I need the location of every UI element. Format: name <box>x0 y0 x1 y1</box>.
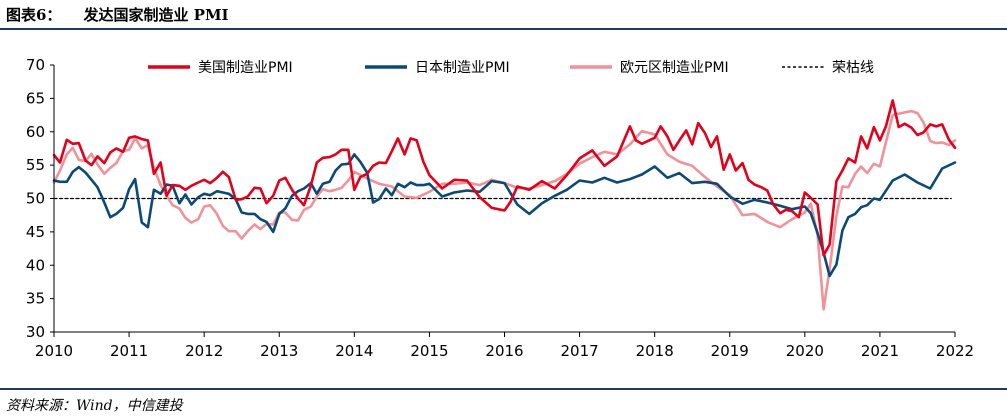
x-tick-label: 2014 <box>335 342 373 360</box>
x-tick-label: 2013 <box>260 342 298 360</box>
chart-legend: 美国制造业PMI 日本制造业PMI 欧元区制造业PMI 荣枯线 <box>148 60 874 76</box>
y-tick-label: 35 <box>26 290 45 308</box>
x-tick-label: 2015 <box>410 342 448 360</box>
figure-title-text: 发达国家制造业 PMI <box>83 6 229 24</box>
x-tick-label: 2018 <box>636 342 674 360</box>
figure-title: 图表6： 发达国家制造业 PMI <box>6 4 229 25</box>
legend-label-0: 美国制造业PMI <box>198 60 293 76</box>
x-tick-label: 2020 <box>786 342 824 360</box>
series-line-2 <box>52 109 957 311</box>
y-tick-label: 55 <box>26 156 45 174</box>
x-tick-label: 2012 <box>185 342 223 360</box>
y-tick-label: 65 <box>26 89 45 107</box>
y-tick-label: 45 <box>26 223 45 241</box>
y-tick-label: 70 <box>26 56 45 74</box>
y-tick-label: 50 <box>26 190 45 208</box>
x-tick-label: 2019 <box>711 342 749 360</box>
y-tick-label: 60 <box>26 123 45 141</box>
figure-label: 图表6： <box>6 6 62 24</box>
source-rule <box>0 388 1007 390</box>
chart-lines <box>52 99 957 311</box>
x-tick-label: 2017 <box>560 342 598 360</box>
source-note: 资料来源：Wind，中信建投 <box>6 398 183 414</box>
title-rule <box>0 28 1007 30</box>
x-tick-label: 2016 <box>485 342 523 360</box>
x-tick-label: 2021 <box>861 342 899 360</box>
x-tick-label: 2011 <box>110 342 148 360</box>
y-tick-label: 30 <box>26 323 45 341</box>
x-tick-label: 2010 <box>35 342 73 360</box>
x-tick-label: 2022 <box>936 342 974 360</box>
series-line-0 <box>52 99 957 257</box>
chart-axes: 30 35 40 45 50 55 60 65 70 2010 2011 2012 2013 2014 20… <box>26 56 974 360</box>
legend-label-2: 欧元区制造业PMI <box>620 60 729 76</box>
legend-label-3: 荣枯线 <box>832 60 874 76</box>
legend-label-1: 日本制造业PMI <box>415 60 510 76</box>
pmi-line-chart: 美国制造业PMI 日本制造业PMI 欧元区制造业PMI 荣枯线 30 35 40 45 50 5… <box>26 56 974 360</box>
y-tick-label: 40 <box>26 256 45 274</box>
series-line-1 <box>52 153 957 278</box>
